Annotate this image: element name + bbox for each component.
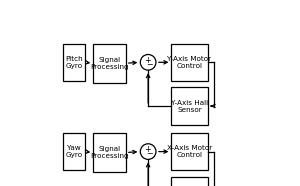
- Bar: [171, 177, 208, 186]
- Text: Signal
Processing: Signal Processing: [90, 57, 129, 70]
- Bar: [171, 87, 208, 125]
- Text: +: +: [144, 145, 150, 154]
- Text: Pitch
Gyro: Pitch Gyro: [65, 56, 82, 69]
- Circle shape: [140, 54, 156, 70]
- Bar: [63, 44, 85, 81]
- Bar: [93, 44, 126, 83]
- Text: Yaw
Gyro: Yaw Gyro: [65, 145, 82, 158]
- Text: Signal
Processing: Signal Processing: [90, 146, 129, 159]
- Circle shape: [140, 144, 156, 159]
- Text: −: −: [146, 150, 153, 159]
- Bar: [171, 133, 208, 170]
- Bar: [171, 44, 208, 81]
- Text: −: −: [146, 60, 153, 69]
- Text: Y-Axis Hall
Sensor: Y-Axis Hall Sensor: [171, 100, 208, 113]
- Text: +: +: [144, 56, 150, 65]
- Text: X-Axis Motor
Control: X-Axis Motor Control: [167, 145, 212, 158]
- Bar: [93, 133, 126, 172]
- Text: Y-Axis Motor
Control: Y-Axis Motor Control: [167, 56, 211, 69]
- Bar: [63, 133, 85, 170]
